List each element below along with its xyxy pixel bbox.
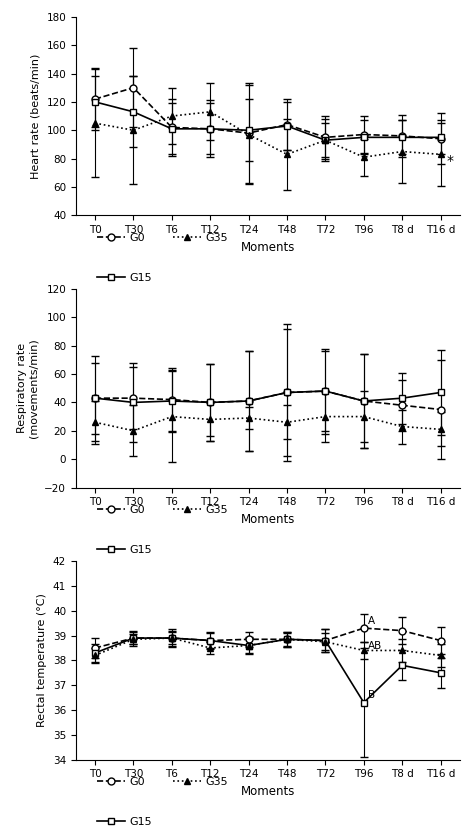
X-axis label: Moments: Moments <box>241 785 295 798</box>
Legend: G15: G15 <box>93 269 156 287</box>
X-axis label: Moments: Moments <box>241 512 295 526</box>
Legend: G15: G15 <box>93 813 156 832</box>
Y-axis label: Rectal temperature (°C): Rectal temperature (°C) <box>37 593 47 727</box>
X-axis label: Moments: Moments <box>241 240 295 254</box>
Text: A: A <box>368 616 375 626</box>
Text: *: * <box>447 155 453 169</box>
Legend: G15: G15 <box>93 541 156 559</box>
Y-axis label: Respiratory rate
(movements/min): Respiratory rate (movements/min) <box>17 339 39 438</box>
Y-axis label: Heart rate (beats/min): Heart rate (beats/min) <box>31 54 41 179</box>
Text: AB: AB <box>368 641 382 650</box>
Text: B: B <box>368 690 375 700</box>
